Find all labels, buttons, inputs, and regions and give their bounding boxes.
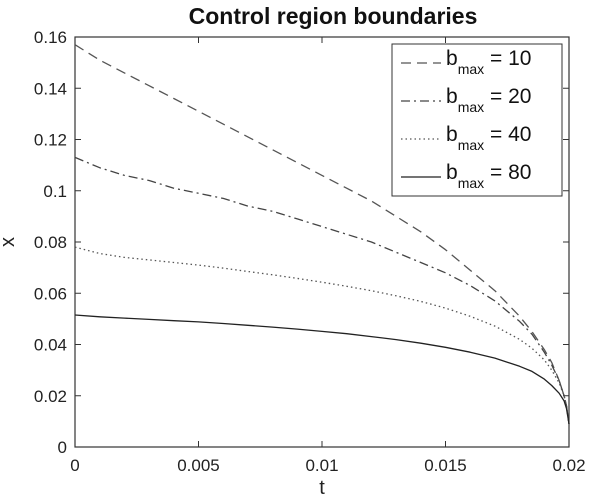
y-tick-label: 0.1 [43,182,67,201]
x-axis-label: t [319,477,325,499]
y-tick-label: 0.12 [34,131,67,150]
y-tick-label: 0.06 [34,284,67,303]
series-lines [74,44,570,425]
legend-label-3: bmax = 40 [446,123,531,153]
series-line-1 [74,44,570,424]
legend-label-main: b [446,85,458,108]
legend-label-value: = 40 [484,123,531,146]
legend-label-sub: max [458,175,484,191]
x-tick-label: 0.015 [424,456,467,475]
legend-label-sub: max [458,61,484,77]
y-tick-label: 0.16 [34,28,67,47]
y-tick-label: 0.14 [34,79,67,98]
x-tick-label: 0.02 [552,456,585,475]
series-line-3 [74,246,570,424]
legend-label-main: b [446,161,458,184]
legend-label-sub: max [458,99,484,115]
x-tick-label: 0.005 [177,456,220,475]
legend-label-value: = 20 [484,85,531,108]
y-tick-label: 0 [58,438,67,457]
y-tick-label: 0.04 [34,336,67,355]
legend-box [391,43,563,197]
legend-label-2: bmax = 20 [446,85,531,115]
chart-title: Control region boundaries [189,3,478,29]
axis-ticks: 0 0.005 0.01 0.015 0.02 0 0.02 0.04 0.06 0.08 0.1 0… [34,28,586,475]
y-tick-label: 0.08 [34,233,67,252]
legend-label-main: b [446,123,458,146]
legend-label-main: b [446,47,458,70]
legend-label-4: bmax = 80 [446,161,531,191]
x-tick-label: 0.01 [305,456,338,475]
legend-label-value: = 80 [484,161,531,184]
y-tick-label: 0.02 [34,387,67,406]
legend-label-1: bmax = 10 [446,47,531,77]
legend-label-sub: max [458,137,484,153]
y-axis-label: x [0,237,19,247]
series-line-4 [74,314,570,425]
x-tick-label: 0 [70,456,79,475]
legend-label-value: = 10 [484,47,531,70]
